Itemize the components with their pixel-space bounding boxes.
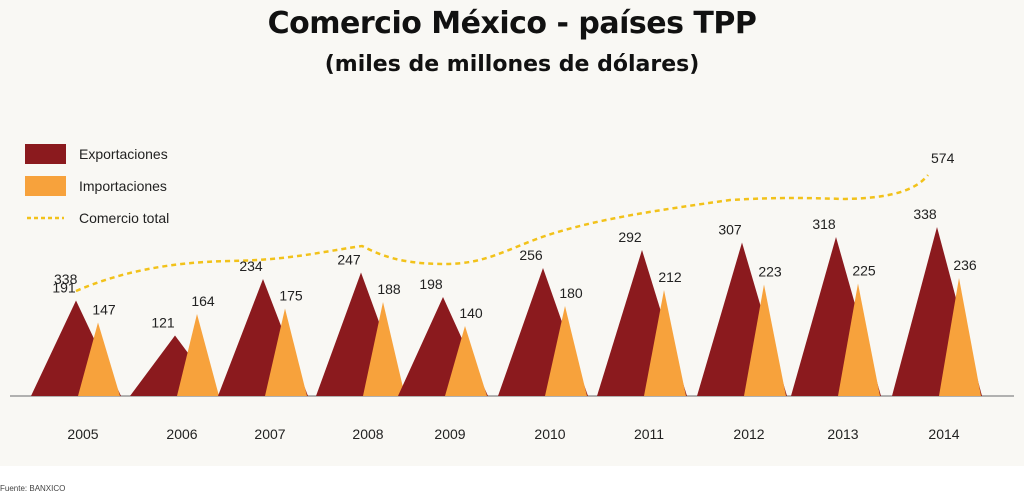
export-label-2013: 318 (812, 216, 836, 232)
x-tick-label-2006: 2006 (166, 426, 197, 442)
legend-label-imports: Importaciones (79, 178, 167, 194)
import-mark-2014 (939, 278, 981, 396)
import-mark-2008 (363, 302, 405, 396)
export-label-2012: 307 (718, 222, 742, 238)
legend-swatch-exports (25, 144, 66, 164)
import-mark-2011 (644, 290, 686, 396)
import-label-2007: 175 (279, 288, 303, 304)
export-label-2008: 247 (337, 252, 361, 268)
export-label-2006: 121 (151, 315, 175, 331)
import-mark-2006 (177, 314, 219, 396)
x-tick-label-2009: 2009 (434, 426, 465, 442)
total-label-2005: 338 (54, 271, 78, 287)
x-tick-label-2013: 2013 (827, 426, 858, 442)
import-label-2011: 212 (658, 269, 682, 285)
x-tick-label-2007: 2007 (254, 426, 285, 442)
chart-subtitle: (miles de millones de dólares) (324, 52, 700, 77)
legend-label-exports: Exportaciones (79, 146, 168, 162)
export-label-2010: 256 (519, 247, 543, 263)
chart-plot: Exportaciones Importaciones Comercio tot… (10, 144, 1014, 442)
import-mark-2013 (838, 283, 880, 396)
import-label-2008: 188 (377, 281, 401, 297)
import-label-2013: 225 (852, 263, 876, 279)
export-label-2005: 191 (52, 280, 76, 296)
x-tick-label-2011: 2011 (634, 426, 664, 442)
import-label-2009: 140 (459, 305, 483, 321)
export-label-2007: 234 (239, 258, 263, 274)
export-label-2009: 198 (419, 276, 443, 292)
x-tick-label-2010: 2010 (534, 426, 565, 442)
import-mark-2010 (545, 306, 587, 396)
chart-title: Comercio México - países TPP (267, 6, 757, 41)
total-trade-line (75, 174, 929, 293)
x-tick-label-2012: 2012 (733, 426, 764, 442)
import-label-2005: 147 (92, 302, 116, 318)
import-label-2014: 236 (953, 257, 977, 273)
total-label-2014: 574 (931, 150, 955, 166)
x-tick-label-2008: 2008 (352, 426, 383, 442)
import-label-2010: 180 (559, 285, 583, 301)
import-label-2006: 164 (191, 293, 215, 309)
export-label-2014: 338 (913, 206, 937, 222)
import-mark-2007 (265, 308, 307, 396)
import-label-2012: 223 (758, 264, 782, 280)
source-note: Fuente: BANXICO (0, 484, 66, 493)
x-tick-label-2014: 2014 (928, 426, 959, 442)
legend-label-total: Comercio total (79, 210, 169, 226)
import-mark-2012 (744, 284, 786, 396)
import-mark-2005 (78, 322, 120, 396)
import-mark-2009 (445, 326, 487, 396)
legend-swatch-imports (25, 176, 66, 196)
export-label-2011: 292 (618, 229, 642, 245)
x-tick-label-2005: 2005 (67, 426, 98, 442)
